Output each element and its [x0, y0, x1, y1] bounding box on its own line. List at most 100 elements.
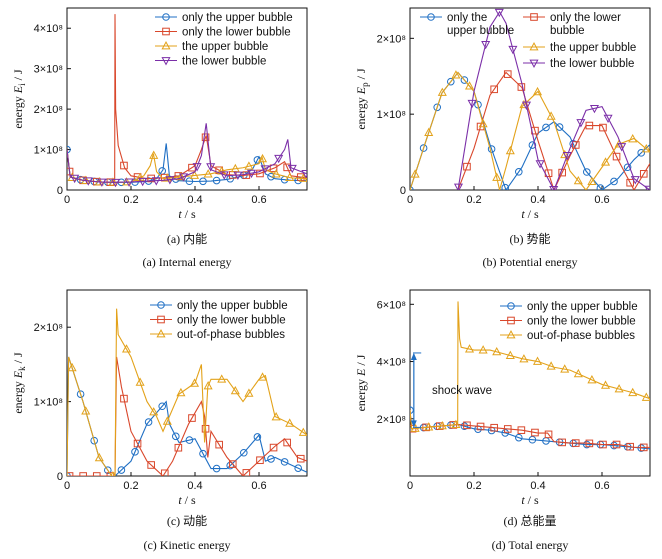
caption-cn: (b) 势能: [510, 232, 551, 246]
series-marker: [257, 153, 268, 163]
panel-kinetic-energy: 0 0.2 0.4 0.6 0 1×10⁸ 2×10⁸ t / s energy Ek / J o…: [11, 289, 308, 552]
plot-frame: [409, 289, 651, 477]
series-marker: [176, 171, 186, 181]
y-tick-label: 2×10⁸: [34, 104, 63, 116]
legend-label: upper bubble: [447, 25, 514, 37]
y-tick-label: 6×10⁸: [377, 299, 406, 311]
series-marker: [628, 387, 638, 397]
series-marker: [162, 416, 172, 425]
series-marker: [464, 344, 475, 353]
series-marker: [206, 163, 216, 172]
series-marker: [517, 426, 526, 434]
legend-swatch-marker: [529, 42, 539, 51]
y-tick-label: 2×10⁸: [377, 33, 406, 45]
series-line: [67, 356, 307, 476]
series-marker: [562, 151, 572, 161]
series-marker: [151, 177, 161, 186]
legend-swatch-marker: [427, 13, 435, 21]
legend-swatch-marker: [156, 329, 166, 338]
series-marker: [97, 178, 107, 187]
series-marker: [178, 173, 189, 182]
series-marker: [573, 175, 583, 185]
series-marker: [296, 454, 305, 463]
series-marker: [610, 177, 618, 186]
series-marker: [490, 85, 498, 94]
series-marker: [494, 8, 504, 18]
series-marker: [531, 428, 539, 437]
legend-swatch-marker: [157, 315, 165, 324]
legend-swatch-marker: [507, 316, 515, 325]
series-marker: [287, 164, 297, 174]
series-marker: [474, 100, 482, 109]
series-marker: [233, 171, 243, 180]
series-marker: [176, 387, 186, 397]
series-marker: [256, 169, 264, 178]
legend: only the upper bubble only the lower bubb…: [155, 12, 293, 68]
x-axis-label: t / s: [521, 207, 539, 221]
legend-label: the lower bubble: [550, 58, 634, 70]
legend-swatch-marker: [157, 301, 165, 309]
legend-label: only the lower bubble: [177, 315, 286, 327]
series-marker: [192, 163, 202, 172]
series-line: [67, 14, 307, 183]
series-line: [457, 10, 650, 190]
legend-label: the lower bubble: [182, 56, 266, 68]
series-marker: [487, 145, 496, 153]
series-marker: [623, 163, 632, 172]
series-marker: [641, 143, 650, 153]
series-marker: [505, 145, 515, 155]
series-marker: [253, 433, 262, 441]
y-tick-label: 4×10⁸: [377, 357, 406, 369]
series-marker: [460, 76, 469, 84]
series-marker: [185, 436, 194, 444]
caption-cn: (d) 总能量: [504, 514, 557, 528]
series-marker: [451, 70, 461, 79]
series-marker: [67, 472, 74, 476]
series-marker: [117, 466, 126, 474]
y-tick-label: 0: [400, 185, 406, 197]
series-marker: [242, 469, 251, 476]
series-marker: [217, 374, 227, 383]
legend-label: bubble: [550, 25, 585, 37]
series-marker: [120, 394, 128, 403]
series-marker: [147, 174, 155, 183]
series-marker: [410, 423, 420, 432]
series-line: [457, 71, 650, 190]
series-marker: [76, 390, 85, 398]
series-marker: [138, 177, 148, 187]
series-marker: [560, 149, 570, 159]
series-marker: [628, 133, 638, 143]
plot-frame: [66, 289, 308, 477]
series-line: [410, 71, 650, 190]
series-marker: [83, 177, 93, 186]
series-marker: [172, 432, 180, 441]
series-marker: [464, 81, 475, 90]
series-marker: [285, 418, 295, 427]
series-marker: [528, 435, 537, 444]
series-marker: [424, 127, 434, 136]
x-tick-label: 0.6: [251, 194, 266, 206]
series-marker: [437, 87, 447, 96]
series-marker: [626, 442, 634, 451]
series-marker: [246, 169, 257, 179]
series-marker: [610, 441, 618, 450]
caption-en: (c) Kinetic energy: [143, 538, 230, 552]
x-tick-label: 0: [407, 194, 413, 206]
series-marker: [285, 172, 295, 181]
series-marker: [274, 154, 284, 164]
series-marker: [544, 430, 553, 439]
series-group: [67, 14, 307, 188]
series-marker: [160, 469, 169, 476]
arrow-head-up: [410, 352, 417, 360]
series-marker: [599, 123, 607, 132]
x-axis-label: t / s: [521, 493, 539, 507]
series-marker: [637, 444, 646, 452]
y-tick-label: 4×10⁸: [34, 23, 63, 35]
x-tick-label: 0.2: [123, 480, 138, 492]
series-marker: [135, 377, 145, 386]
series-marker: [515, 433, 523, 442]
series-marker: [437, 420, 447, 430]
y-tick-label: 1×10⁸: [34, 145, 63, 157]
x-tick-label: 0.4: [187, 194, 202, 206]
